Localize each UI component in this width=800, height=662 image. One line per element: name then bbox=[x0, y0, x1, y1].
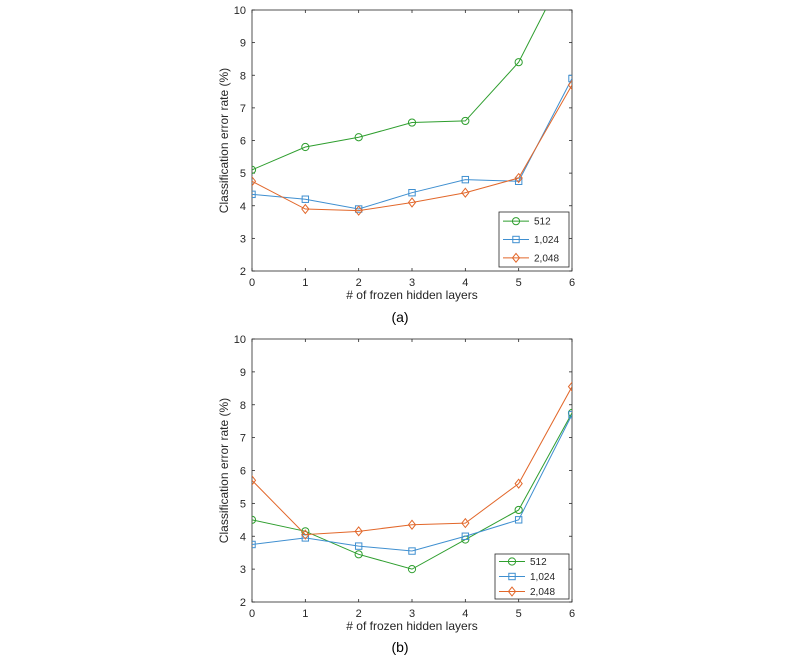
y-tick-label: 10 bbox=[234, 334, 246, 346]
series-line-1024 bbox=[252, 414, 572, 552]
y-tick-label: 3 bbox=[240, 564, 246, 576]
data-point-1024 bbox=[354, 542, 363, 550]
data-point-512 bbox=[252, 515, 257, 524]
y-tick-label: 7 bbox=[240, 103, 246, 115]
data-point-512 bbox=[354, 133, 363, 142]
series-layer bbox=[252, 381, 572, 574]
legend-label-512: 512 bbox=[530, 557, 547, 568]
x-tick-label: 4 bbox=[462, 608, 468, 620]
x-tick-label: 4 bbox=[462, 277, 468, 289]
series-layer bbox=[252, 10, 572, 216]
data-point-1024 bbox=[252, 190, 256, 199]
data-point-2048 bbox=[252, 176, 257, 187]
y-tick-label: 8 bbox=[240, 400, 246, 412]
data-point-1024 bbox=[514, 516, 523, 524]
y-axis-label: Classification error rate (%) bbox=[217, 398, 231, 543]
x-tick-label: 3 bbox=[409, 277, 415, 289]
legend-marker-1024 bbox=[508, 572, 516, 581]
legend: 512 1,024 2,048 bbox=[498, 211, 570, 268]
legend-marker-2048 bbox=[507, 586, 517, 597]
x-tick-label: 5 bbox=[516, 277, 522, 289]
data-point-2048 bbox=[461, 517, 470, 529]
x-tick-label: 5 bbox=[516, 608, 522, 620]
data-point-2048 bbox=[301, 529, 310, 540]
data-point-512 bbox=[461, 116, 470, 126]
x-tick-label: 1 bbox=[302, 277, 308, 289]
data-point-2048 bbox=[407, 519, 417, 530]
x-tick-label: 1 bbox=[302, 608, 308, 620]
data-point-1024 bbox=[568, 74, 572, 83]
legend-marker-512 bbox=[511, 217, 521, 226]
y-axis-label: Classification error rate (%) bbox=[217, 68, 231, 213]
x-tick-label: 6 bbox=[569, 608, 575, 620]
x-tick-label: 2 bbox=[356, 608, 362, 620]
data-point-2048 bbox=[252, 475, 257, 486]
y-tick-label: 9 bbox=[240, 367, 246, 379]
data-point-1024 bbox=[408, 547, 416, 555]
y-tick-label: 2 bbox=[240, 597, 246, 609]
data-point-512 bbox=[354, 550, 363, 559]
series-line-2048 bbox=[252, 84, 572, 212]
x-tick-label: 3 bbox=[409, 608, 415, 620]
legend-marker-1024 bbox=[512, 235, 520, 244]
data-point-2048 bbox=[354, 205, 363, 216]
data-point-2048 bbox=[461, 187, 470, 198]
data-point-512 bbox=[252, 165, 257, 174]
y-tick-label: 4 bbox=[240, 531, 246, 543]
legend-label-512: 512 bbox=[534, 217, 551, 228]
data-point-1024 bbox=[461, 532, 470, 540]
data-point-512 bbox=[514, 505, 523, 515]
data-point-2048 bbox=[354, 526, 363, 537]
x-tick-label: 0 bbox=[249, 277, 255, 289]
series-line-2048 bbox=[252, 386, 572, 536]
y-tick-label: 10 bbox=[234, 5, 246, 17]
y-tick-label: 8 bbox=[240, 70, 246, 82]
y-tick-label: 7 bbox=[240, 433, 246, 445]
y-tick-label: 9 bbox=[240, 38, 246, 50]
y-tick-label: 5 bbox=[240, 498, 246, 510]
legend-marker-512 bbox=[507, 557, 517, 566]
data-point-2048 bbox=[301, 203, 310, 215]
data-point-2048 bbox=[514, 172, 523, 184]
data-point-2048 bbox=[514, 478, 523, 489]
legend-label-2048: 2,048 bbox=[534, 253, 559, 264]
y-tick-label: 4 bbox=[240, 201, 246, 213]
data-point-2048 bbox=[567, 79, 572, 91]
y-tick-label: 2 bbox=[240, 266, 246, 278]
x-tick-label: 0 bbox=[249, 608, 255, 620]
data-point-2048 bbox=[567, 381, 572, 392]
data-point-512 bbox=[407, 118, 417, 127]
legend-label-2048: 2,048 bbox=[530, 587, 555, 598]
data-point-1024 bbox=[568, 410, 572, 419]
panel-caption: (a) bbox=[391, 309, 408, 325]
data-point-512 bbox=[514, 58, 523, 67]
chart-panel-b: 0 1 2 3 4 5 6 2 3 4 5 6 7 8 9 10 # of frozen hidden laye… bbox=[217, 334, 575, 655]
data-point-1024 bbox=[252, 540, 256, 549]
data-point-512 bbox=[301, 142, 310, 152]
chart-panel-a: 0 1 2 3 4 5 6 2 3 4 5 6 7 8 9 10 # of frozen hidden laye… bbox=[217, 5, 575, 325]
y-tick-label: 5 bbox=[240, 168, 246, 180]
y-tick-label: 3 bbox=[240, 233, 246, 245]
data-point-1024 bbox=[408, 189, 416, 197]
data-point-2048 bbox=[407, 197, 417, 208]
legend-label-1024: 1,024 bbox=[530, 572, 555, 583]
legend: 512 1,024 2,048 bbox=[494, 553, 570, 600]
legend-label-1024: 1,024 bbox=[534, 235, 559, 246]
data-point-1024 bbox=[301, 195, 310, 203]
data-point-1024 bbox=[461, 175, 470, 184]
data-point-512 bbox=[407, 565, 417, 574]
y-tick-label: 6 bbox=[240, 466, 246, 478]
series-line-1024 bbox=[252, 78, 572, 210]
y-tick-label: 6 bbox=[240, 136, 246, 148]
panel-caption: (b) bbox=[391, 639, 408, 655]
series-line-512 bbox=[252, 10, 546, 171]
x-tick-label: 2 bbox=[356, 277, 362, 289]
x-tick-label: 6 bbox=[569, 277, 575, 289]
x-axis-label: # of frozen hidden layers bbox=[346, 619, 477, 633]
x-axis-label: # of frozen hidden layers bbox=[346, 288, 477, 302]
legend-marker-2048 bbox=[511, 252, 521, 264]
series-line-512 bbox=[252, 412, 572, 570]
